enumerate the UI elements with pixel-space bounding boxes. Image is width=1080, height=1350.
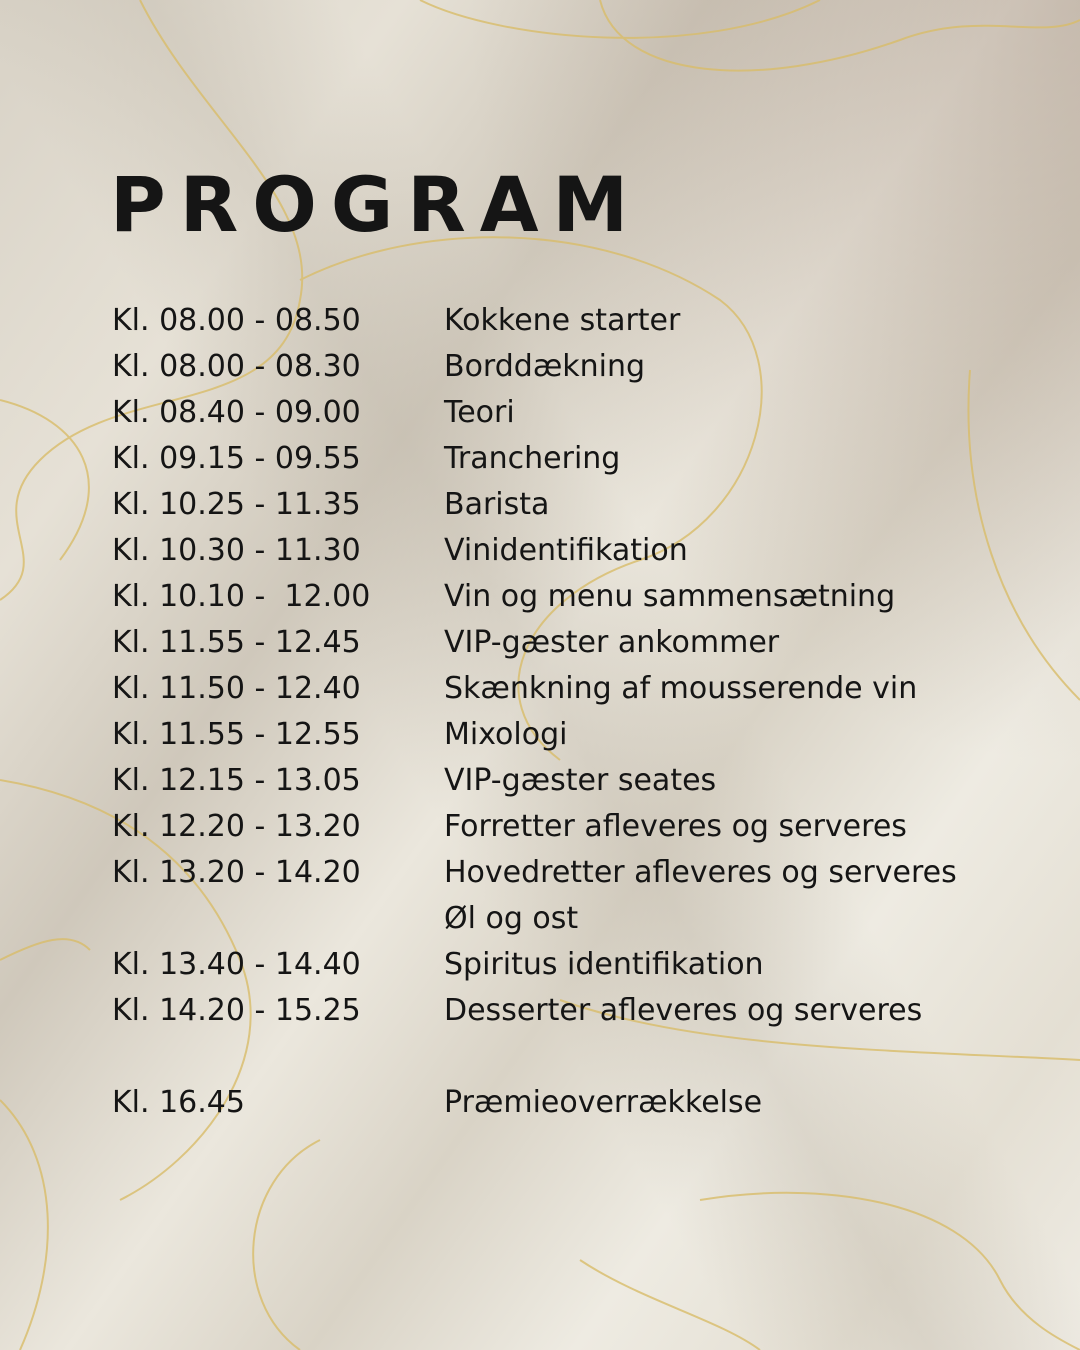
schedule-time: Kl. 11.55 - 12.45	[112, 625, 361, 660]
schedule-activity: Spiritus identifikation	[444, 947, 764, 982]
schedule-time: Kl. 08.00 - 08.30	[112, 349, 361, 384]
schedule-row: Kl. 16.45 Præmieoverrækkelse	[112, 1080, 957, 1126]
schedule-time: Kl. 11.55 - 12.55	[112, 717, 361, 752]
schedule-time: Kl. 10.25 - 11.35	[112, 487, 361, 522]
schedule-time: Kl. 09.15 - 09.55	[112, 441, 361, 476]
schedule-row: Kl. 08.40 - 09.00 Teori	[112, 390, 957, 436]
schedule-activity: Vin og menu sammensætning	[444, 579, 896, 614]
schedule-row: Kl. 13.40 - 14.40 Spiritus identifikation	[112, 942, 957, 988]
schedule-time: Kl. 08.00 - 08.50	[112, 303, 361, 338]
schedule-activity: Hovedretter afleveres og serveres	[444, 855, 957, 890]
schedule-activity: Desserter afleveres og serveres	[444, 993, 923, 1028]
schedule-time: Kl. 10.10 - 12.00	[112, 579, 371, 614]
schedule-activity: Teori	[444, 395, 515, 430]
schedule-activity: Vinidentifikation	[444, 533, 688, 568]
schedule-row: Kl. 08.00 - 08.30 Borddækning	[112, 344, 957, 390]
schedule-row: Kl. 13.20 - 14.20 Hovedretter afleveres o…	[112, 850, 957, 896]
schedule-activity: VIP-gæster ankommer	[444, 625, 780, 660]
schedule-time: Kl. 16.45	[112, 1085, 245, 1120]
schedule-list: Kl. 08.00 - 08.50 Kokkene starter Kl. 08.0…	[112, 298, 957, 1126]
page-title: PROGRAM	[110, 160, 643, 249]
schedule-time: Kl. 13.20 - 14.20	[112, 855, 361, 890]
schedule-time: Kl. 12.20 - 13.20	[112, 809, 361, 844]
schedule-row: Kl. 10.10 - 12.00 Vin og menu sammensætni…	[112, 574, 957, 620]
schedule-row: Kl. 10.30 - 11.30 Vinidentifikation	[112, 528, 957, 574]
schedule-time: Kl. 10.30 - 11.30	[112, 533, 361, 568]
schedule-time	[112, 1034, 444, 1080]
schedule-activity: Præmieoverrækkelse	[444, 1085, 763, 1120]
schedule-activity: Mixologi	[444, 717, 568, 752]
schedule-time: Kl. 13.40 - 14.40	[112, 947, 361, 982]
schedule-row: Kl. 12.15 - 13.05 VIP-gæster seates	[112, 758, 957, 804]
schedule-time: Kl. 12.15 - 13.05	[112, 763, 361, 798]
schedule-activity: Kokkene starter	[444, 303, 681, 338]
schedule-row: Kl. 09.15 - 09.55 Tranchering	[112, 436, 957, 482]
schedule-activity: Skænkning af mousserende vin	[444, 671, 918, 706]
schedule-time: Kl. 08.40 - 09.00	[112, 395, 361, 430]
schedule-activity: Barista	[444, 487, 550, 522]
schedule-time	[112, 896, 444, 942]
schedule-activity: Øl og ost	[444, 901, 579, 936]
schedule-row	[112, 1034, 957, 1080]
schedule-time: Kl. 14.20 - 15.25	[112, 993, 361, 1028]
schedule-time: Kl. 11.50 - 12.40	[112, 671, 361, 706]
schedule-row: Kl. 10.25 - 11.35 Barista	[112, 482, 957, 528]
schedule-activity: VIP-gæster seates	[444, 763, 717, 798]
schedule-activity: Tranchering	[444, 441, 621, 476]
schedule-row: Kl. 11.50 - 12.40 Skænkning af mousserend…	[112, 666, 957, 712]
schedule-activity: Borddækning	[444, 349, 646, 384]
schedule-row: Kl. 08.00 - 08.50 Kokkene starter	[112, 298, 957, 344]
schedule-row: Øl og ost	[112, 896, 957, 942]
schedule-row: Kl. 11.55 - 12.45 VIP-gæster ankommer	[112, 620, 957, 666]
schedule-activity: Forretter afleveres og serveres	[444, 809, 907, 844]
schedule-row: Kl. 12.20 - 13.20 Forretter afleveres og …	[112, 804, 957, 850]
schedule-row: Kl. 14.20 - 15.25 Desserter afleveres og …	[112, 988, 957, 1034]
schedule-row: Kl. 11.55 - 12.55 Mixologi	[112, 712, 957, 758]
